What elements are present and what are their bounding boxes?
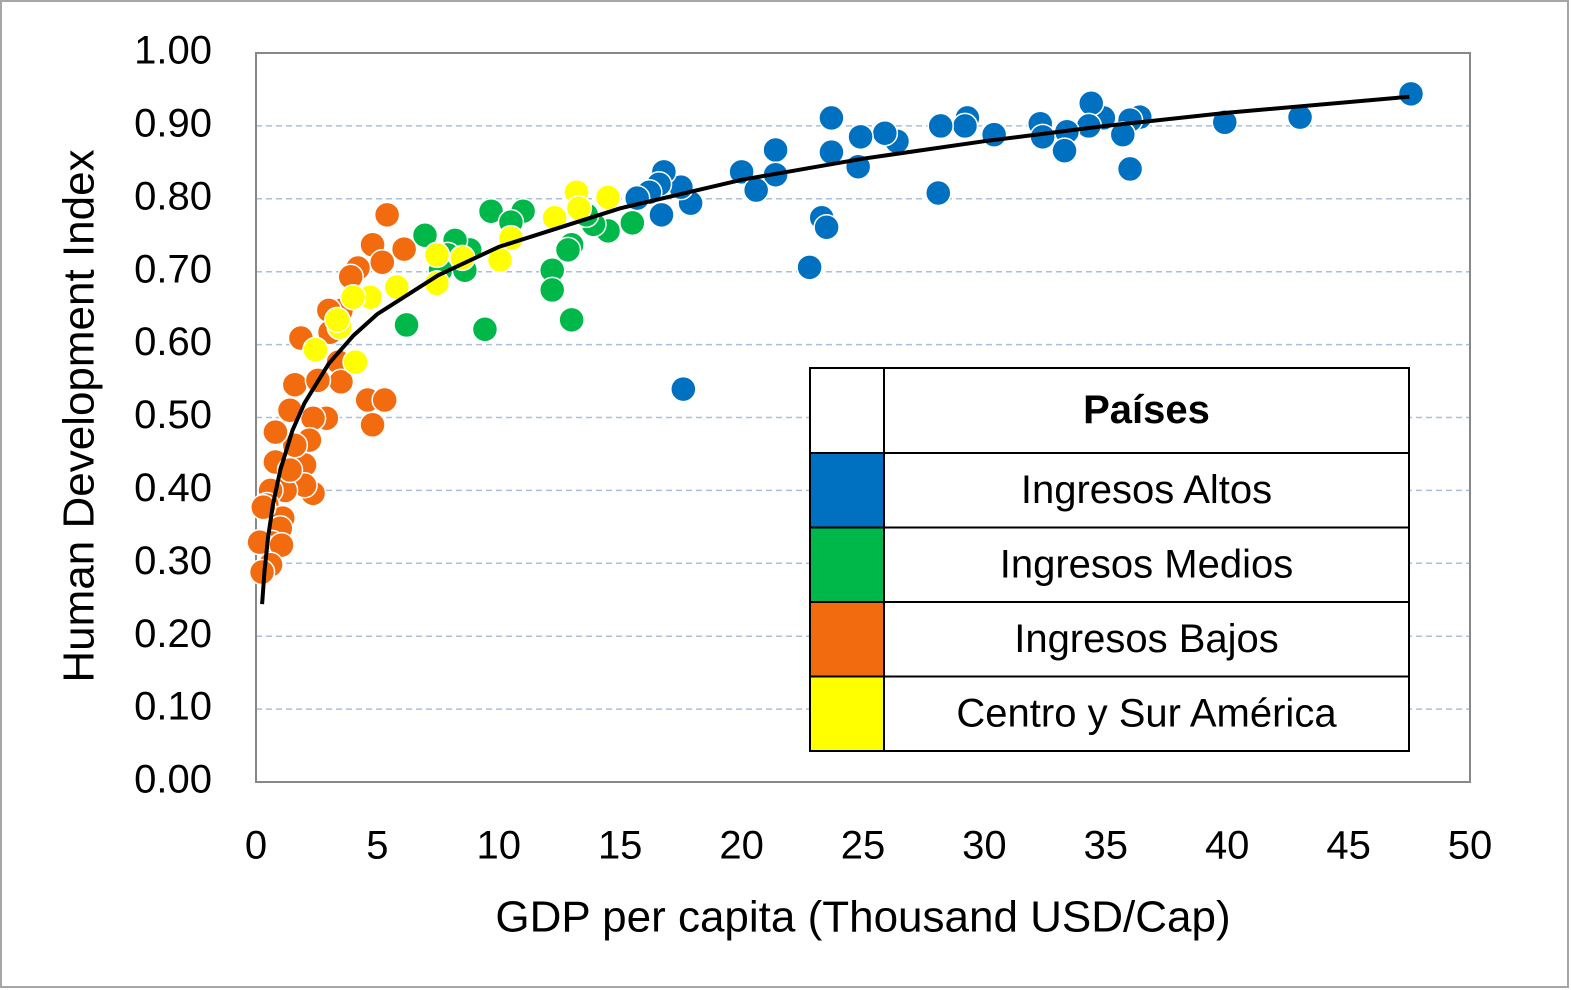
- scatter-point: [411, 222, 439, 249]
- scatter-point: [558, 306, 585, 334]
- plot-frame: [255, 52, 1471, 783]
- scatter-point: [796, 254, 823, 281]
- legend-label: Ingresos Medios: [1000, 542, 1293, 586]
- legend-swatch: [809, 526, 885, 603]
- x-tick-label: 30: [962, 824, 1007, 868]
- scatter-point: [818, 104, 845, 132]
- x-tick-label: 25: [841, 824, 886, 868]
- legend-swatch: [809, 675, 885, 752]
- scatter-point: [373, 201, 401, 229]
- scatter-point: [339, 283, 367, 311]
- scatter-point: [281, 371, 309, 398]
- scatter-point: [980, 121, 1008, 148]
- scatter-point: [342, 348, 369, 376]
- scatter-point: [250, 493, 277, 521]
- scatter-point: [299, 404, 327, 432]
- y-tick-label: 0.90: [134, 101, 212, 145]
- legend-cell: [883, 675, 1410, 752]
- y-tick-label: 0.10: [134, 685, 212, 729]
- legend-header-cell: [809, 367, 885, 454]
- legend-cell: [883, 452, 1410, 529]
- scatter-point: [742, 176, 770, 204]
- y-tick-label: 0.40: [134, 466, 212, 510]
- x-tick-label: 10: [477, 824, 522, 868]
- scatter-point: [847, 123, 874, 151]
- scatter-point: [262, 418, 289, 446]
- scatter-point: [871, 119, 899, 147]
- scatter-point: [554, 236, 582, 264]
- scatter-point: [594, 184, 622, 211]
- legend-cell: [883, 526, 1410, 603]
- scatter-point: [648, 201, 675, 229]
- y-tick-label: 0.50: [134, 393, 212, 437]
- legend-label: Ingresos Altos: [1021, 468, 1272, 512]
- y-tick-label: 0.80: [134, 174, 212, 218]
- scatter-point: [371, 386, 398, 414]
- x-tick-label: 40: [1205, 824, 1250, 868]
- y-tick-label: 1.00: [134, 29, 212, 73]
- legend-swatch: [809, 601, 885, 678]
- scatter-point: [369, 248, 396, 276]
- legend-swatch: [809, 452, 885, 529]
- scatter-point: [670, 375, 697, 403]
- scatter-point: [1211, 109, 1239, 136]
- y-tick-label: 0.30: [134, 539, 212, 583]
- scatter-point: [927, 112, 954, 140]
- legend-title: Países: [1083, 388, 1210, 432]
- trend-line: [260, 94, 1410, 605]
- scatter-point: [1051, 137, 1078, 164]
- y-tick-label: 0.70: [134, 247, 212, 291]
- x-tick-label: 35: [1084, 824, 1129, 868]
- scatter-point: [1077, 90, 1105, 117]
- scatter-point: [762, 136, 789, 164]
- y-tick-label: 0.60: [134, 320, 212, 364]
- x-tick-label: 45: [1326, 824, 1371, 868]
- legend-cell: [883, 601, 1410, 678]
- legend-label: Centro y Sur América: [956, 691, 1337, 735]
- x-tick-label: 50: [1448, 824, 1493, 868]
- legend-label: Ingresos Bajos: [1014, 617, 1279, 661]
- scatter-point: [619, 209, 646, 237]
- scatter-point: [538, 276, 566, 304]
- y-axis-label: Human Development Index: [55, 149, 104, 682]
- scatter-point: [471, 316, 499, 343]
- scatter-point: [390, 235, 418, 263]
- scatter-point: [1397, 80, 1425, 108]
- scatter-point: [925, 179, 952, 207]
- scatter-point: [951, 112, 979, 140]
- scatter-point: [1116, 155, 1144, 183]
- y-tick-label: 0.00: [134, 758, 212, 802]
- scatter-point: [359, 411, 386, 439]
- x-tick-label: 20: [719, 824, 764, 868]
- x-tick-label: 5: [366, 824, 388, 868]
- scatter-point: [302, 336, 329, 363]
- legend-header-cell: [883, 367, 1410, 454]
- x-axis-label: GDP per capita (Thousand USD/Cap): [495, 893, 1230, 942]
- x-tick-label: 0: [245, 824, 267, 868]
- y-tick-label: 0.20: [134, 612, 212, 656]
- scatter-point: [324, 306, 351, 334]
- scatter-point: [393, 311, 420, 339]
- scatter-point: [813, 213, 840, 241]
- x-tick-label: 15: [598, 824, 643, 868]
- scatter-point: [423, 241, 451, 269]
